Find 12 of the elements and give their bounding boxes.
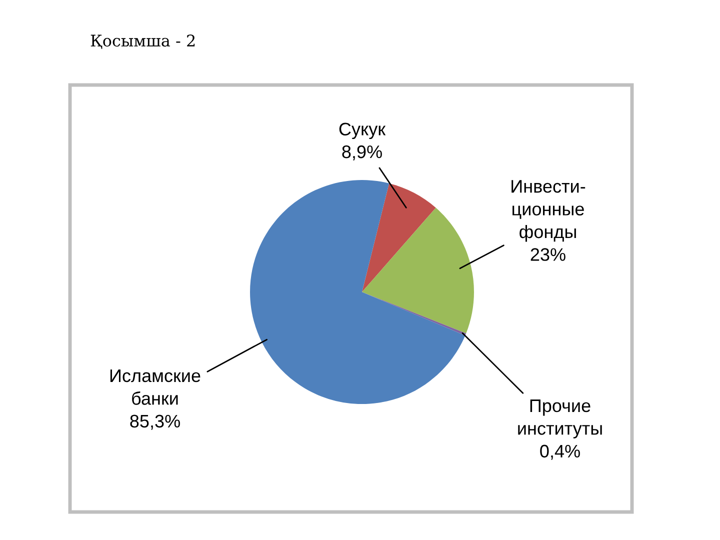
- data-label: 8,9%: [342, 145, 382, 160]
- data-label: 85,3%: [130, 414, 180, 430]
- data-label: 23%: [530, 248, 566, 261]
- chart-title: Қосымша - 2: [90, 34, 195, 49]
- slice-label: Инвести- ционные фонды: [512, 180, 586, 242]
- slice-label: Исламские банки: [110, 370, 200, 405]
- slice-label: Прочие институты: [518, 400, 602, 438]
- pie-slice: [362, 183, 436, 292]
- slice-label: Сукук: [339, 122, 386, 140]
- data-label: 0,4%: [540, 444, 580, 460]
- pie-slice: [250, 180, 466, 404]
- pie-slice: [362, 208, 474, 334]
